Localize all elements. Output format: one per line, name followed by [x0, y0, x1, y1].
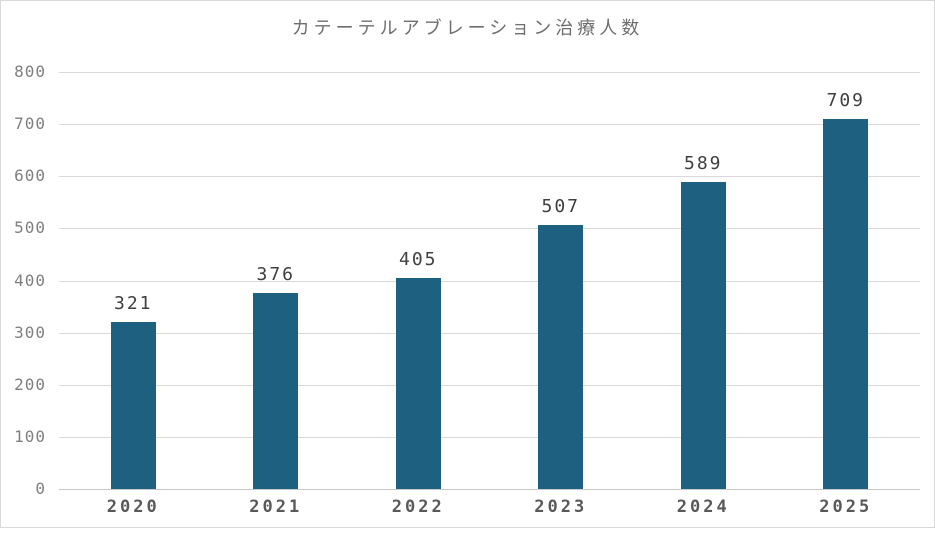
y-axis-tick-label: 300: [14, 323, 46, 342]
bar-2021: [253, 293, 299, 489]
y-axis-tick-label: 200: [14, 375, 46, 394]
gridline: [59, 333, 920, 334]
bar-value-label: 405: [398, 249, 438, 270]
gridline: [59, 124, 920, 125]
gridline: [59, 228, 920, 229]
bar-2024: [680, 182, 726, 489]
bar-value-label: 507: [541, 196, 580, 217]
bar-value-label: 321: [113, 293, 153, 314]
x-axis-tick-label: 2022: [391, 497, 445, 517]
gridline: [59, 281, 920, 282]
x-axis-tick-label: 2020: [106, 497, 160, 517]
bar-value-label: 589: [683, 153, 723, 174]
x-axis-tick-label: 2021: [249, 497, 303, 517]
x-axis-line: [59, 489, 920, 490]
bar-2025: [823, 119, 869, 489]
chart-title: カテーテルアブレーション治療人数: [291, 18, 644, 39]
y-axis-tick-label: 800: [14, 62, 46, 81]
x-axis-tick-label: 2024: [676, 497, 730, 517]
bar-value-label: 709: [826, 90, 865, 111]
gridline: [59, 437, 920, 438]
bar-2023: [538, 225, 584, 489]
y-axis-tick-label: 100: [14, 427, 46, 446]
bar-2022: [395, 278, 441, 489]
y-axis-tick-label: 400: [14, 271, 46, 290]
gridline: [59, 72, 920, 73]
y-axis-tick-label: 600: [14, 166, 46, 185]
y-axis-tick-label: 500: [14, 218, 46, 237]
y-axis-tick-label: 0: [35, 479, 46, 498]
gridline: [59, 385, 920, 386]
y-axis-tick-label: 700: [14, 114, 46, 133]
gridline: [59, 176, 920, 177]
x-axis-tick-label: 2023: [534, 497, 588, 517]
bar-2020: [110, 322, 156, 489]
x-axis-tick-label: 2025: [819, 497, 873, 517]
bar-value-label: 376: [256, 264, 295, 285]
